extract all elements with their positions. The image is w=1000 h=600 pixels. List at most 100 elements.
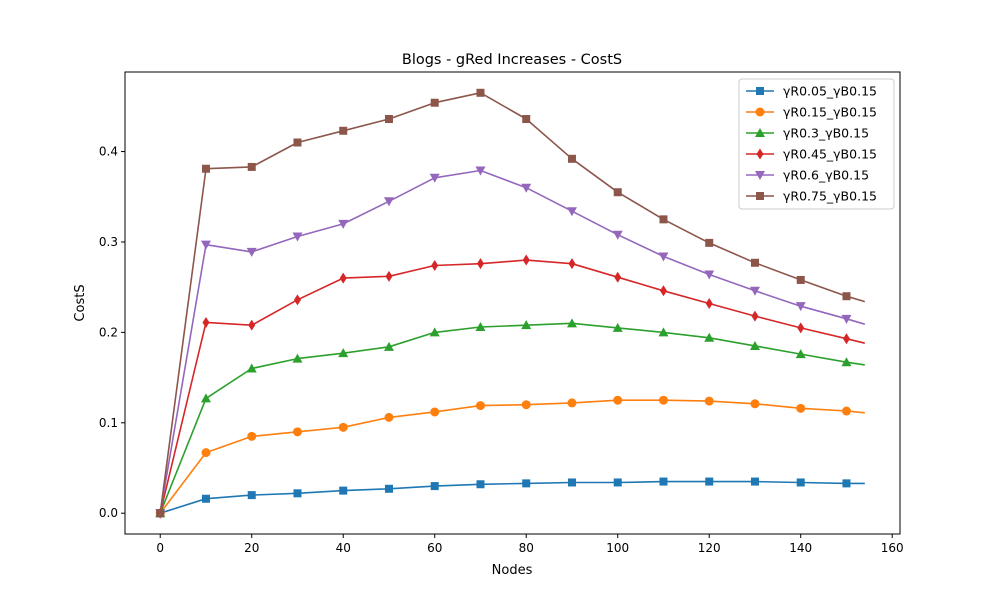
data-point-marker	[156, 509, 165, 518]
data-point-marker	[293, 138, 302, 147]
data-point-marker	[705, 477, 714, 486]
legend-item: γR0.15_γB0.15	[746, 105, 877, 120]
data-point-marker	[475, 166, 486, 176]
data-point-marker	[522, 254, 530, 266]
data-point-marker	[566, 207, 577, 217]
x-tick-label: 0	[156, 541, 164, 555]
legend-item: γR0.75_γB0.15	[746, 189, 877, 204]
data-point-marker	[430, 482, 439, 491]
data-point-marker	[431, 259, 439, 271]
legend: γR0.05_γB0.15 γR0.15_γB0.15 γR0.3_γB0.15 γR…	[738, 78, 895, 210]
data-point-marker	[568, 258, 576, 270]
axes-layer: 0 20 40 60 80 100 120 140 160 0.0 0.1 0.2 0.3 0.4	[99, 145, 904, 555]
data-point-marker	[521, 400, 531, 410]
data-point-marker	[567, 478, 576, 487]
data-point-marker	[841, 406, 851, 416]
chart-title: Blogs - gRed Increases - CostS	[402, 52, 622, 68]
legend-label: γR0.6_γB0.15	[783, 168, 869, 183]
data-point-marker	[749, 340, 760, 350]
legend-marker	[756, 87, 764, 95]
data-point-marker	[659, 477, 668, 486]
data-point-marker	[385, 270, 393, 282]
data-point-marker	[522, 479, 531, 488]
data-point-marker	[749, 286, 760, 296]
data-point-marker	[658, 395, 668, 405]
y-tick-label: 0.4	[99, 145, 118, 159]
x-tick-label: 20	[244, 541, 259, 555]
data-point-marker	[384, 115, 393, 124]
data-point-marker	[293, 489, 302, 498]
data-point-marker	[476, 480, 485, 489]
data-point-marker	[704, 332, 715, 342]
x-tick-label: 100	[606, 541, 629, 555]
data-point-marker	[201, 494, 210, 503]
data-point-marker	[201, 164, 210, 173]
data-point-marker	[292, 427, 302, 437]
plot-frame	[124, 71, 901, 535]
data-point-marker	[430, 407, 440, 417]
x-tick-label: 80	[519, 541, 534, 555]
data-point-marker	[293, 294, 301, 306]
legend-marker	[755, 107, 765, 117]
series-layer	[155, 88, 866, 519]
legend-box	[738, 78, 895, 210]
y-tick-label: 0.2	[99, 325, 118, 339]
data-point-marker	[521, 320, 532, 330]
legend-label: γR0.3_γB0.15	[783, 126, 869, 141]
data-point-marker	[841, 314, 852, 324]
data-point-marker	[705, 297, 713, 309]
data-point-marker	[339, 272, 347, 284]
data-point-marker	[750, 399, 760, 409]
data-point-marker	[338, 219, 349, 229]
data-point-marker	[248, 319, 256, 331]
data-point-marker	[247, 491, 256, 500]
data-point-marker	[202, 316, 210, 328]
data-point-marker	[475, 401, 485, 411]
data-point-marker	[338, 348, 349, 358]
data-point-marker	[247, 431, 257, 441]
data-point-marker	[613, 188, 622, 197]
data-point-marker	[841, 357, 852, 367]
x-tick-label: 140	[789, 541, 812, 555]
data-point-marker	[567, 154, 576, 163]
legend-marker	[755, 171, 765, 180]
data-point-marker	[384, 412, 394, 422]
data-point-marker	[339, 126, 348, 135]
data-point-marker	[796, 275, 805, 284]
data-point-marker	[430, 98, 439, 107]
data-point-marker	[659, 215, 668, 224]
data-point-marker	[658, 327, 669, 337]
data-point-marker	[750, 258, 759, 267]
data-point-marker	[612, 230, 623, 240]
data-point-marker	[796, 403, 806, 413]
data-point-marker	[246, 247, 257, 257]
legend-marker	[756, 192, 764, 200]
data-point-marker	[567, 398, 577, 408]
data-point-marker	[521, 183, 532, 193]
data-point-marker	[246, 363, 257, 373]
series-1	[156, 477, 865, 518]
y-tick-label: 0.1	[99, 416, 118, 430]
series-5	[155, 166, 866, 519]
y-axis-label: CostS	[73, 284, 88, 321]
data-point-marker	[659, 285, 667, 297]
data-point-marker	[612, 322, 623, 332]
data-point-marker	[704, 270, 715, 280]
data-point-marker	[796, 478, 805, 487]
data-point-marker	[383, 197, 394, 207]
data-point-marker	[384, 484, 393, 493]
data-point-marker	[339, 486, 348, 495]
data-point-marker	[613, 478, 622, 487]
data-point-marker	[797, 322, 805, 334]
data-point-marker	[658, 252, 669, 262]
data-point-marker	[522, 115, 531, 124]
series-4	[156, 254, 865, 519]
data-point-marker	[429, 327, 440, 337]
x-tick-label: 160	[881, 541, 904, 555]
data-point-marker	[750, 477, 759, 486]
data-point-marker	[476, 88, 485, 97]
y-tick-label: 0.3	[99, 235, 118, 249]
x-axis-label: Nodes	[492, 563, 533, 578]
data-point-marker	[292, 353, 303, 363]
